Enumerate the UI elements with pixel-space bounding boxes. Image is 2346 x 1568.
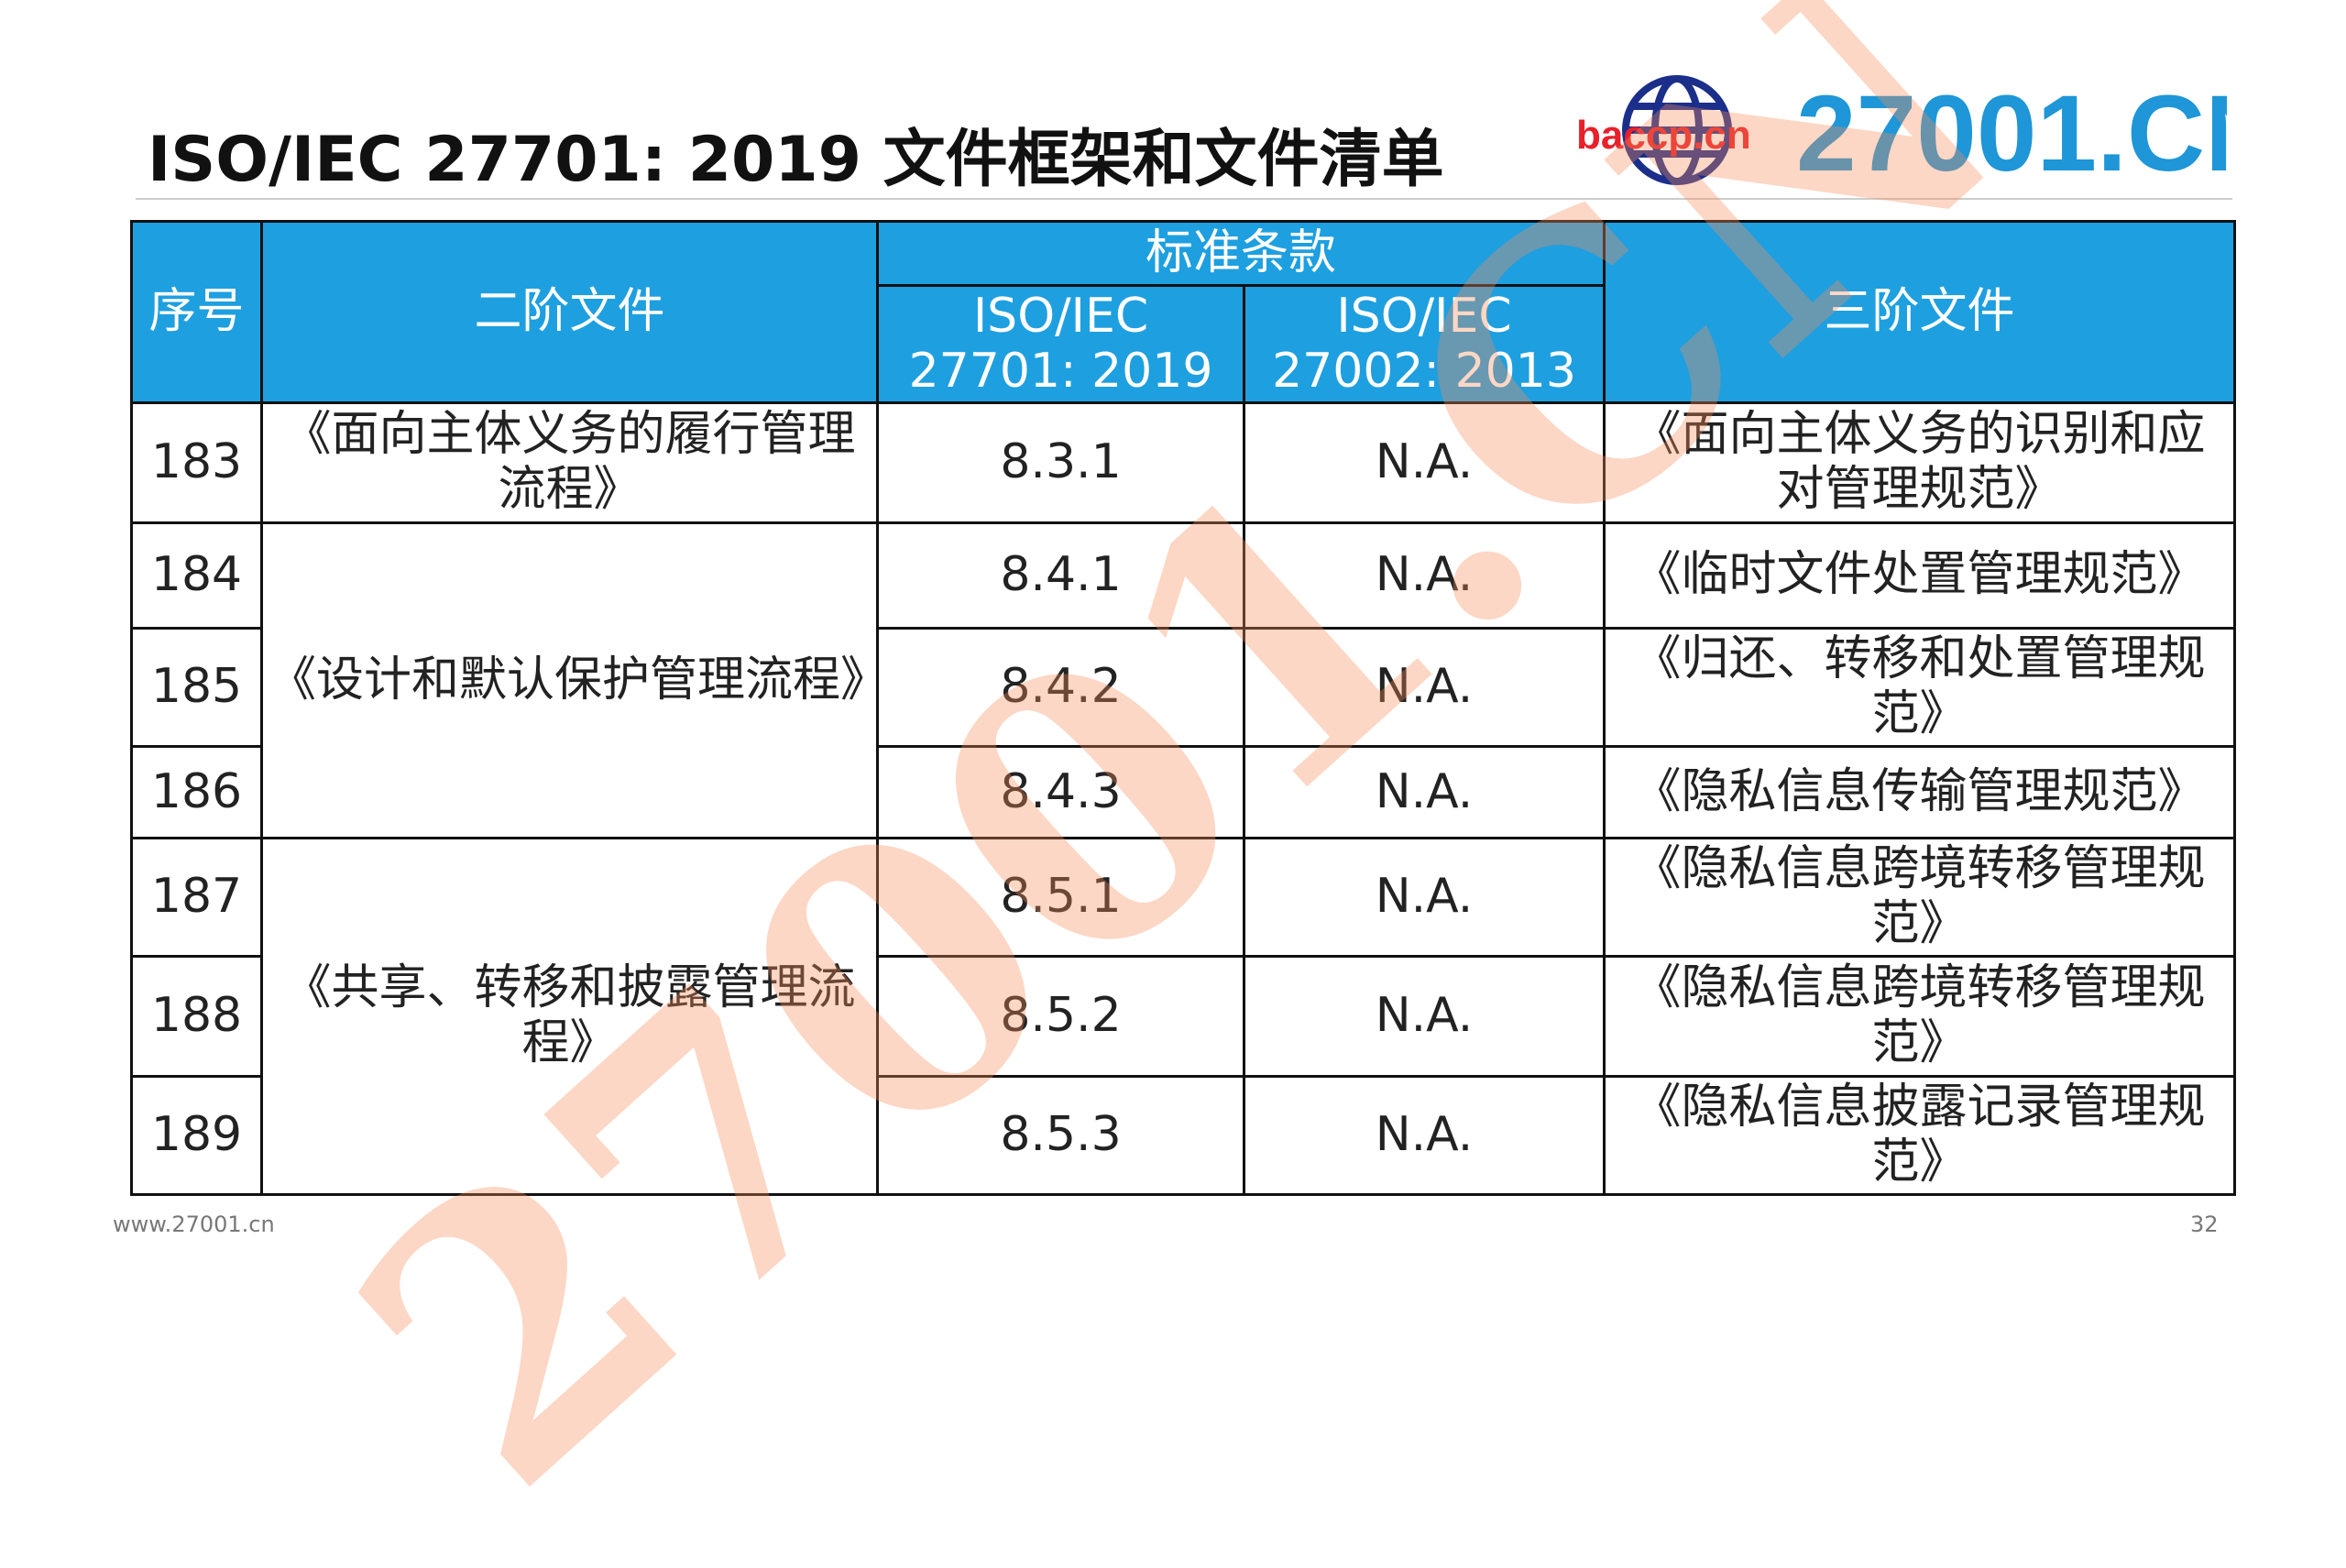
number-cell: 184 <box>130 521 263 630</box>
level3-cell: 《隐私信息披露记录管理规范》 <box>1603 1075 2236 1196</box>
number-cell: 189 <box>130 1075 263 1196</box>
clause-cell: 8.5.2 <box>876 955 1245 1078</box>
clause-cell: N.A. <box>1243 745 1606 839</box>
logo-right: 27001.CN <box>1796 73 2227 192</box>
level3-cell: 《临时文件处置管理规范》 <box>1603 521 2236 630</box>
globe-icon <box>1622 75 1732 185</box>
table-body: 183 《面向主体义务的履行管理流程》 8.3.1 N.A. 《面向主体义务的识别和应对… <box>130 401 2236 1196</box>
level2-cell: 《设计和默认保护管理流程》 <box>260 521 888 839</box>
level3-cell: 《隐私信息跨境转移管理规范》 <box>1603 955 2236 1078</box>
level2-cell: 《面向主体义务的履行管理流程》 <box>260 401 879 524</box>
clause-cell: N.A. <box>1243 837 1606 958</box>
clause-cell: 8.5.1 <box>876 837 1245 958</box>
header-cell: 标准条款 <box>876 220 1606 287</box>
level2-cell: 《共享、转移和披露管理流程》 <box>260 837 879 1196</box>
document-table: 序号 二阶文件 标准条款 三阶文件 ISO/IEC 27701: 2019 IS… <box>130 220 2236 1196</box>
logo-left: baccp.cn <box>1576 113 1751 158</box>
footer-url: www.27001.cn <box>113 1212 275 1237</box>
header-cell: 序号 <box>130 220 263 404</box>
table-row: 183 《面向主体义务的履行管理流程》 8.3.1 N.A. 《面向主体义务的识别和应对… <box>130 401 2236 524</box>
header-cell: ISO/IEC 27002: 2013 <box>1243 284 1606 404</box>
number-cell: 186 <box>130 745 263 839</box>
title: ISO/IEC 27701: 2019 文件框架和文件清单 <box>148 124 1444 196</box>
clause-cell: N.A. <box>1243 401 1606 524</box>
number-cell: 187 <box>130 837 263 958</box>
clause-cell: 8.4.2 <box>876 627 1245 748</box>
table-row: 188 8.5.2 N.A. 《隐私信息跨境转移管理规范》 <box>130 955 2236 1078</box>
table-row: 186 8.4.3 N.A. 《隐私信息传输管理规范》 <box>130 745 2236 839</box>
page-number: 32 <box>2190 1212 2219 1237</box>
clause-cell: N.A. <box>1243 1075 1606 1196</box>
clause-cell: N.A. <box>1243 521 1606 630</box>
table-row: 184 《设计和默认保护管理流程》 8.4.1 N.A. 《临时文件处置管理规范》 <box>130 521 2236 839</box>
title-rule <box>136 198 2232 200</box>
header-cell: 二阶文件 <box>260 220 879 404</box>
level3-cell: 《隐私信息跨境转移管理规范》 <box>1603 837 2236 958</box>
table-row: 185 8.4.2 N.A. 《归还、转移和处置管理规范》 <box>130 627 2236 748</box>
clause-cell: 8.3.1 <box>876 401 1245 524</box>
slide: ISO/IEC 27701: 2019 文件框架和文件清单 baccp.cn 2… <box>113 0 2236 1568</box>
number-cell: 183 <box>130 401 263 524</box>
clause-cell: 8.4.3 <box>876 745 1245 839</box>
clause-cell: N.A. <box>1243 955 1606 1078</box>
clause-cell: N.A. <box>1243 627 1606 748</box>
header-cell: ISO/IEC 27701: 2019 <box>876 284 1245 404</box>
number-cell: 188 <box>130 955 263 1078</box>
page: {"header":{"title":"ISO/IEC 27701: 2019 … <box>113 0 2236 1568</box>
level3-cell: 《归还、转移和处置管理规范》 <box>1603 627 2236 748</box>
level3-cell: 《面向主体义务的识别和应对管理规范》 <box>1603 401 2236 524</box>
clause-cell: 8.4.1 <box>876 521 1245 630</box>
logo: baccp.cn 27001.CN <box>1576 73 2227 192</box>
number-cell: 185 <box>130 627 263 748</box>
table-row: 189 8.5.3 N.A. 《隐私信息披露记录管理规范》 <box>130 1075 2236 1196</box>
table-row: 187 《共享、转移和披露管理流程》 8.5.1 N.A. 《隐私信息跨境转移管理规范》 <box>130 837 2236 1196</box>
header-cell: 三阶文件 <box>1603 220 2236 404</box>
clause-cell: 8.5.3 <box>876 1075 1245 1196</box>
level3-cell: 《隐私信息传输管理规范》 <box>1603 745 2236 839</box>
